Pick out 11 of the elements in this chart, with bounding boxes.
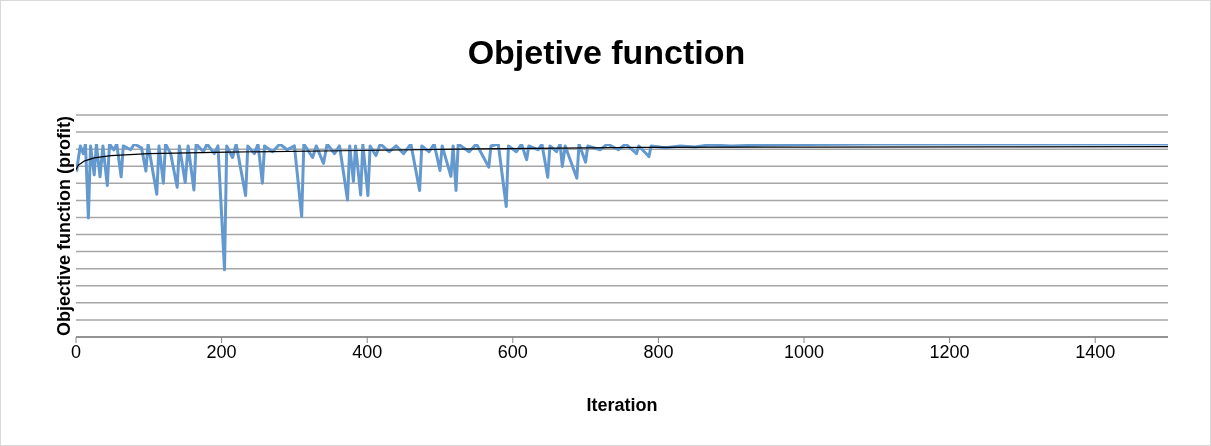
y-axis-title: Objective function (profit)	[53, 116, 75, 336]
x-tick-label: 1200	[929, 341, 970, 362]
x-axis-title: Iteration	[585, 395, 659, 416]
x-tick-label: 0	[70, 341, 82, 362]
x-tick-label: 1000	[783, 341, 825, 362]
x-tick-label: 800	[643, 341, 674, 362]
chart-title: Objetive function	[466, 33, 747, 72]
x-tick-label: 400	[352, 341, 383, 362]
x-tick-label: 1400	[1075, 341, 1116, 362]
x-tick-label: 600	[497, 341, 528, 362]
x-tick-label: 200	[206, 341, 237, 362]
